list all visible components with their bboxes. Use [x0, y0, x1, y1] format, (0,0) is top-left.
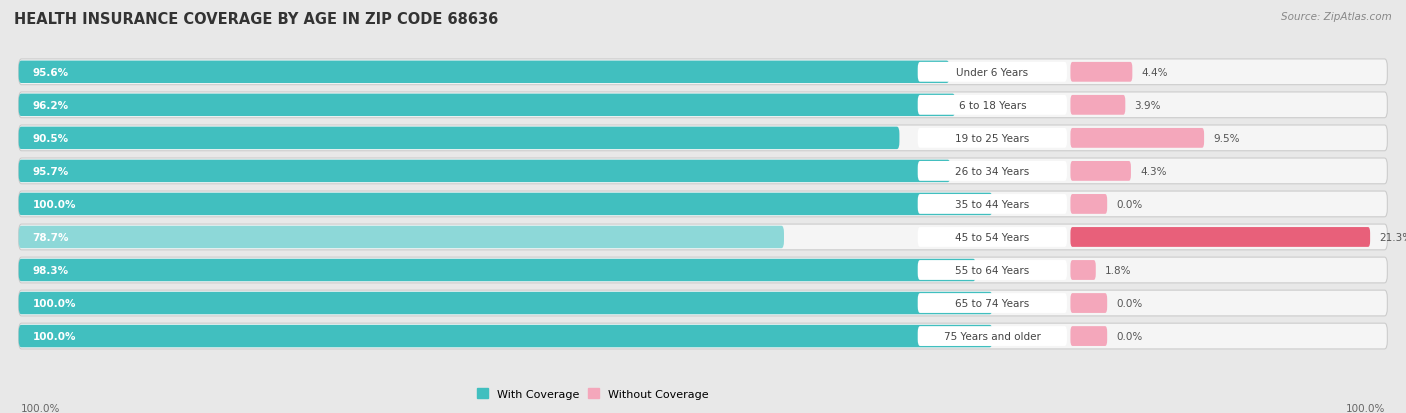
FancyBboxPatch shape — [18, 93, 1388, 119]
Legend: With Coverage, Without Coverage: With Coverage, Without Coverage — [472, 384, 713, 404]
FancyBboxPatch shape — [918, 326, 1067, 346]
Text: 0.0%: 0.0% — [1116, 199, 1143, 209]
FancyBboxPatch shape — [918, 161, 1067, 181]
FancyBboxPatch shape — [1070, 161, 1130, 181]
FancyBboxPatch shape — [18, 127, 900, 150]
FancyBboxPatch shape — [18, 126, 1388, 152]
FancyBboxPatch shape — [18, 259, 976, 282]
FancyBboxPatch shape — [18, 192, 1388, 217]
Text: 96.2%: 96.2% — [32, 101, 69, 111]
Text: 0.0%: 0.0% — [1116, 331, 1143, 341]
FancyBboxPatch shape — [18, 62, 949, 84]
Text: 19 to 25 Years: 19 to 25 Years — [955, 133, 1029, 144]
FancyBboxPatch shape — [1070, 293, 1107, 313]
FancyBboxPatch shape — [18, 60, 1388, 85]
Text: 6 to 18 Years: 6 to 18 Years — [959, 101, 1026, 111]
FancyBboxPatch shape — [918, 63, 1067, 83]
FancyBboxPatch shape — [1070, 228, 1369, 247]
Text: 75 Years and older: 75 Years and older — [943, 331, 1040, 341]
Text: 4.4%: 4.4% — [1142, 68, 1168, 78]
Text: 78.7%: 78.7% — [32, 233, 69, 242]
Text: 95.6%: 95.6% — [32, 68, 69, 78]
FancyBboxPatch shape — [18, 193, 993, 216]
Text: 100.0%: 100.0% — [1346, 403, 1385, 413]
Text: 21.3%: 21.3% — [1379, 233, 1406, 242]
FancyBboxPatch shape — [1070, 261, 1095, 280]
FancyBboxPatch shape — [1070, 128, 1204, 148]
FancyBboxPatch shape — [18, 95, 955, 117]
Text: HEALTH INSURANCE COVERAGE BY AGE IN ZIP CODE 68636: HEALTH INSURANCE COVERAGE BY AGE IN ZIP … — [14, 12, 498, 27]
FancyBboxPatch shape — [918, 293, 1067, 313]
Text: 95.7%: 95.7% — [32, 166, 69, 176]
FancyBboxPatch shape — [1070, 63, 1132, 83]
Text: 35 to 44 Years: 35 to 44 Years — [955, 199, 1029, 209]
Text: 100.0%: 100.0% — [21, 403, 60, 413]
FancyBboxPatch shape — [18, 225, 1388, 250]
FancyBboxPatch shape — [18, 292, 993, 314]
FancyBboxPatch shape — [918, 228, 1067, 247]
FancyBboxPatch shape — [18, 226, 785, 249]
Text: 100.0%: 100.0% — [32, 199, 76, 209]
Text: 55 to 64 Years: 55 to 64 Years — [955, 265, 1029, 275]
FancyBboxPatch shape — [18, 325, 993, 347]
Text: Under 6 Years: Under 6 Years — [956, 68, 1028, 78]
FancyBboxPatch shape — [18, 323, 1388, 349]
Text: 1.8%: 1.8% — [1105, 265, 1132, 275]
FancyBboxPatch shape — [18, 159, 1388, 184]
Text: 65 to 74 Years: 65 to 74 Years — [955, 298, 1029, 308]
Text: 9.5%: 9.5% — [1213, 133, 1240, 144]
Text: 45 to 54 Years: 45 to 54 Years — [955, 233, 1029, 242]
FancyBboxPatch shape — [1070, 326, 1107, 346]
Text: 4.3%: 4.3% — [1140, 166, 1167, 176]
Text: 100.0%: 100.0% — [32, 331, 76, 341]
FancyBboxPatch shape — [18, 290, 1388, 316]
FancyBboxPatch shape — [918, 261, 1067, 280]
Text: 100.0%: 100.0% — [32, 298, 76, 308]
Text: 98.3%: 98.3% — [32, 265, 69, 275]
FancyBboxPatch shape — [1070, 195, 1107, 214]
FancyBboxPatch shape — [18, 257, 1388, 283]
FancyBboxPatch shape — [18, 160, 950, 183]
FancyBboxPatch shape — [918, 128, 1067, 148]
Text: 26 to 34 Years: 26 to 34 Years — [955, 166, 1029, 176]
Text: 0.0%: 0.0% — [1116, 298, 1143, 308]
FancyBboxPatch shape — [1070, 96, 1125, 116]
Text: 90.5%: 90.5% — [32, 133, 69, 144]
FancyBboxPatch shape — [918, 195, 1067, 214]
Text: 3.9%: 3.9% — [1135, 101, 1161, 111]
Text: Source: ZipAtlas.com: Source: ZipAtlas.com — [1281, 12, 1392, 22]
FancyBboxPatch shape — [918, 96, 1067, 116]
